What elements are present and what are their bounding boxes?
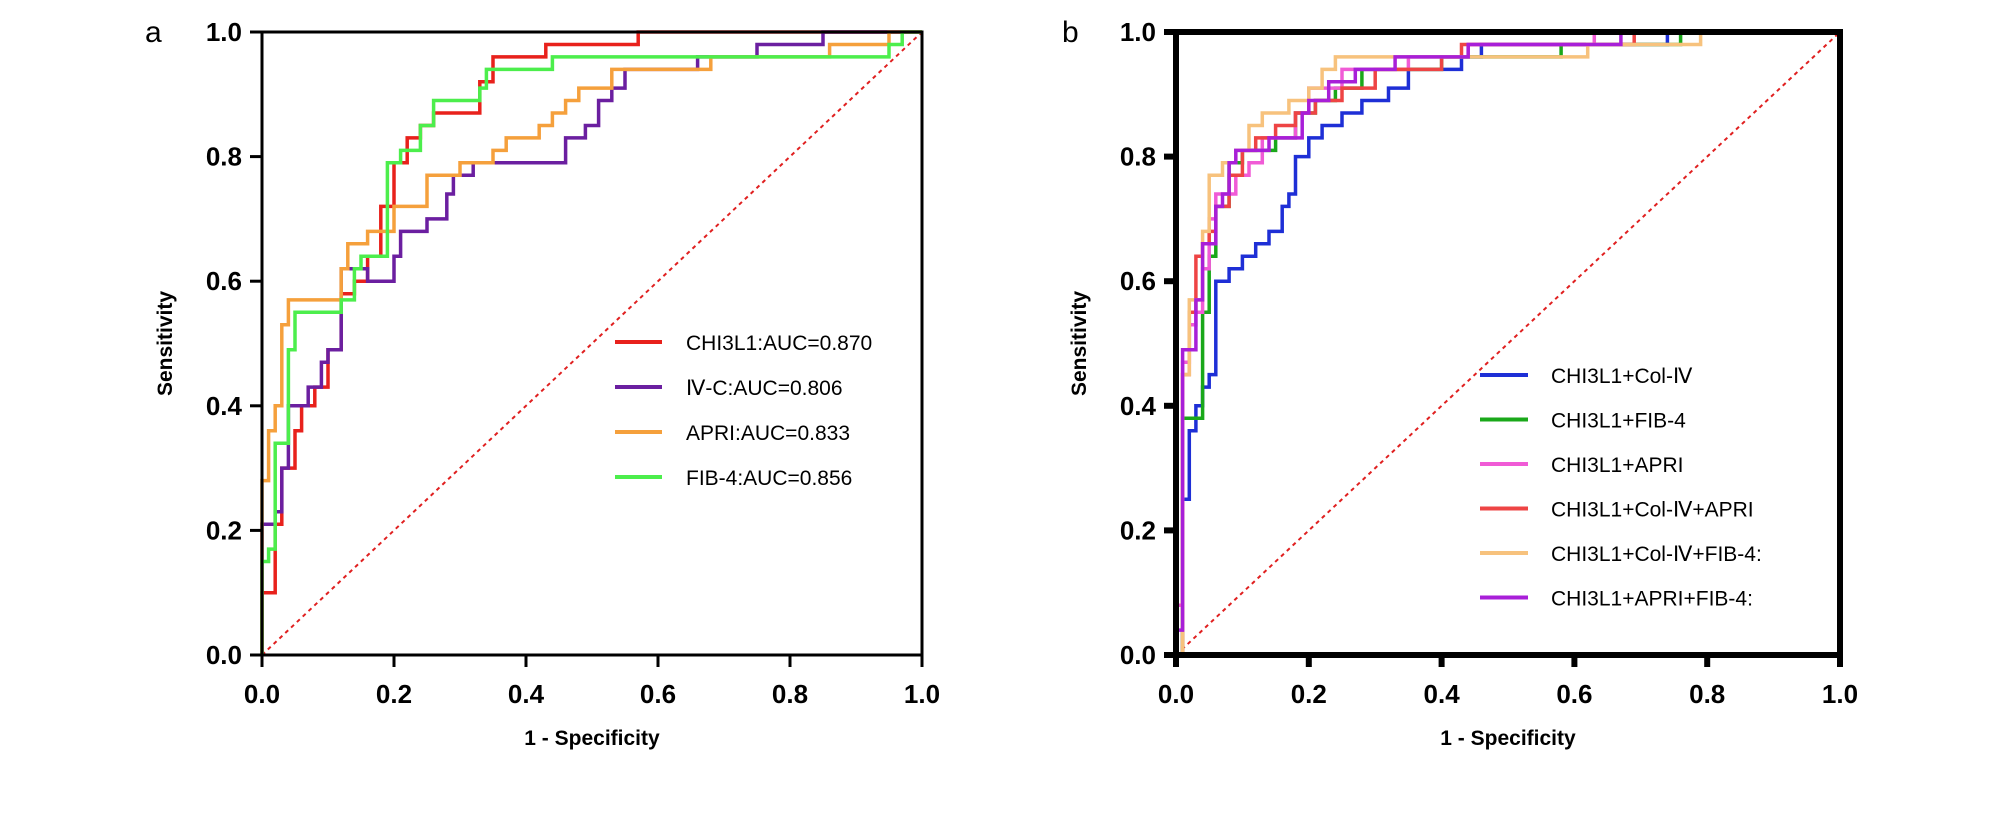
- roc-panel-b: b 0.0 0.2 0.4 0.6 0.8 1.0 0.0 0.2 0.4 0.6 0.8 1.0 1 -…: [1062, 16, 1858, 750]
- x-tick-label: 0.4: [508, 679, 545, 709]
- y-tick-label: 0.0: [1120, 640, 1156, 670]
- legend-label: CHI3L1+APRI: [1551, 454, 1683, 477]
- y-tick-label: 0.6: [206, 266, 242, 296]
- x-axis-label: 1 - Specificity: [1440, 727, 1576, 750]
- roc-curve-2: [260, 30, 922, 655]
- legend-label: CHI3L1+Col-Ⅳ: [1551, 365, 1693, 388]
- x-tick-label: 0.6: [1556, 679, 1592, 709]
- roc-curve-3: [260, 30, 922, 655]
- roc-curve-4: [1176, 30, 1840, 657]
- y-tick-label: 1.0: [206, 17, 242, 47]
- legend-label: CHI3L1+APRI+FIB-4:: [1551, 588, 1753, 611]
- legend-label: CHI3L1+Col-Ⅳ+FIB-4:: [1551, 543, 1762, 566]
- legend-label: Ⅳ-C:AUC=0.806: [686, 377, 843, 400]
- y-tick-label: 0.2: [206, 515, 242, 545]
- roc-curve-3: [1174, 30, 1840, 655]
- legend-label: FIB-4:AUC=0.856: [686, 467, 852, 490]
- x-tick-label: 0.8: [772, 679, 808, 709]
- roc-curve-4: [260, 30, 922, 655]
- legend-label: CHI3L1+Col-Ⅳ+APRI: [1551, 499, 1754, 522]
- y-tick-label: 0.8: [206, 142, 242, 172]
- plot-frame: [260, 30, 924, 657]
- x-tick-label: 1.0: [904, 679, 940, 709]
- panel-label: a: [145, 16, 162, 49]
- legend-label: CHI3L1+FIB-4: [1551, 410, 1686, 433]
- x-tick-label: 0.2: [1291, 679, 1327, 709]
- y-tick-label: 0.8: [1120, 142, 1156, 172]
- y-tick-label: 0.4: [206, 391, 243, 421]
- roc-curve-6: [1174, 30, 1840, 655]
- y-tick-label: 0.4: [1120, 391, 1157, 421]
- legend: CHI3L1:AUC=0.870 Ⅳ-C:AUC=0.806 APRI:AUC=0.…: [615, 332, 872, 490]
- y-tick-label: 0.2: [1120, 515, 1156, 545]
- y-axis-label: Sensitivity: [154, 291, 177, 396]
- roc-panel-a: a 0.0 0.2 0.4 0.6 0.8 1.0 0.0 0.2 0.4 0.6 0.8 1.0 1 -…: [145, 16, 940, 750]
- legend-label: APRI:AUC=0.833: [686, 422, 850, 445]
- x-tick-label: 1.0: [1822, 679, 1858, 709]
- plot-frame: [1173, 29, 1843, 658]
- x-tick-label: 0.2: [376, 679, 412, 709]
- x-tick-label: 0.8: [1689, 679, 1725, 709]
- y-tick-label: 0.6: [1120, 266, 1156, 296]
- x-tick-label: 0.4: [1424, 679, 1461, 709]
- x-tick-label: 0.6: [640, 679, 676, 709]
- y-axis-label: Sensitivity: [1068, 291, 1091, 396]
- panel-label: b: [1062, 16, 1079, 49]
- y-tick-label: 0.0: [206, 640, 242, 670]
- x-axis-label: 1 - Specificity: [524, 727, 660, 750]
- legend: CHI3L1+Col-Ⅳ CHI3L1+FIB-4 CHI3L1+APRI CHI3L…: [1480, 365, 1762, 611]
- x-tick-label: 0.0: [244, 679, 280, 709]
- y-tick-label: 1.0: [1120, 17, 1156, 47]
- x-tick-label: 0.0: [1158, 679, 1194, 709]
- legend-label: CHI3L1:AUC=0.870: [686, 332, 872, 355]
